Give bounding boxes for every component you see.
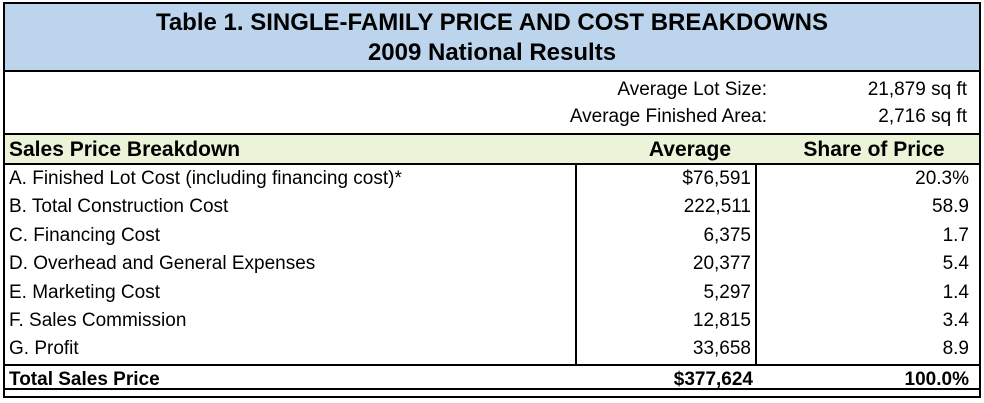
row-label: G. Profit xyxy=(5,335,577,364)
table-title-line-2: 2009 National Results xyxy=(367,39,617,66)
row-share: 1.4 xyxy=(942,281,969,303)
row-label: C. Financing Cost xyxy=(5,221,577,251)
row-average: $76,591 xyxy=(577,165,757,194)
table-row: G. Profit 33,658 8.9 xyxy=(5,335,979,364)
row-label: B. Total Construction Cost xyxy=(5,193,577,222)
row-share: 1.7 xyxy=(942,224,969,246)
row-label: A. Finished Lot Cost (including financin… xyxy=(5,165,577,194)
row-average: 222,511 xyxy=(577,193,757,222)
total-label: Total Sales Price xyxy=(9,368,160,390)
table-row: B. Total Construction Cost 222,511 58.9 xyxy=(5,193,979,222)
total-row: Total Sales Price $377,624 100.0% xyxy=(5,363,979,394)
total-average: $377,624 xyxy=(673,368,753,390)
table-title: Table 1. SINGLE-FAMILY PRICE AND COST BR… xyxy=(5,4,979,72)
metric-lot-size: Average Lot Size: 21,879 sq ft xyxy=(5,76,979,103)
table-row: A. Finished Lot Cost (including financin… xyxy=(5,165,979,194)
row-label: D. Overhead and General Expenses xyxy=(5,250,577,279)
row-share: 58.9 xyxy=(932,196,969,218)
total-share: 100.0% xyxy=(904,368,969,390)
header-breakdown: Sales Price Breakdown xyxy=(9,138,241,161)
summary-metrics: Average Lot Size: 21,879 sq ft Average F… xyxy=(5,72,979,135)
metric-value: 2,716 sq ft xyxy=(878,106,967,127)
row-label: E. Marketing Cost xyxy=(5,278,577,307)
metric-value: 21,879 sq ft xyxy=(867,79,967,100)
table-bottom-border xyxy=(5,388,979,396)
table-header: Sales Price Breakdown Average Share of P… xyxy=(5,135,979,165)
row-average: 33,658 xyxy=(577,335,757,364)
row-average: 6,375 xyxy=(577,221,757,251)
header-share: Share of Price xyxy=(803,138,945,161)
row-average: 5,297 xyxy=(577,278,757,307)
metric-label: Average Lot Size: xyxy=(617,79,767,100)
row-share: 5.4 xyxy=(942,253,969,275)
table-row: D. Overhead and General Expenses 20,377 … xyxy=(5,250,979,279)
metric-label: Average Finished Area: xyxy=(569,106,767,127)
table-row: F. Sales Commission 12,815 3.4 xyxy=(5,306,979,336)
row-share: 8.9 xyxy=(942,338,969,360)
header-average: Average xyxy=(648,138,731,161)
row-average: 20,377 xyxy=(577,250,757,279)
row-average: 12,815 xyxy=(577,306,757,336)
row-share: 3.4 xyxy=(942,309,969,331)
row-label: F. Sales Commission xyxy=(5,306,577,336)
table-row: C. Financing Cost 6,375 1.7 xyxy=(5,221,979,251)
table-body: A. Finished Lot Cost (including financin… xyxy=(5,165,979,394)
price-breakdown-table: Table 1. SINGLE-FAMILY PRICE AND COST BR… xyxy=(3,2,981,398)
row-share: 20.3% xyxy=(915,168,969,189)
table-row: E. Marketing Cost 5,297 1.4 xyxy=(5,278,979,307)
table-title-line-1: Table 1. SINGLE-FAMILY PRICE AND COST BR… xyxy=(155,9,829,36)
metric-finished-area: Average Finished Area: 2,716 sq ft xyxy=(5,103,979,130)
